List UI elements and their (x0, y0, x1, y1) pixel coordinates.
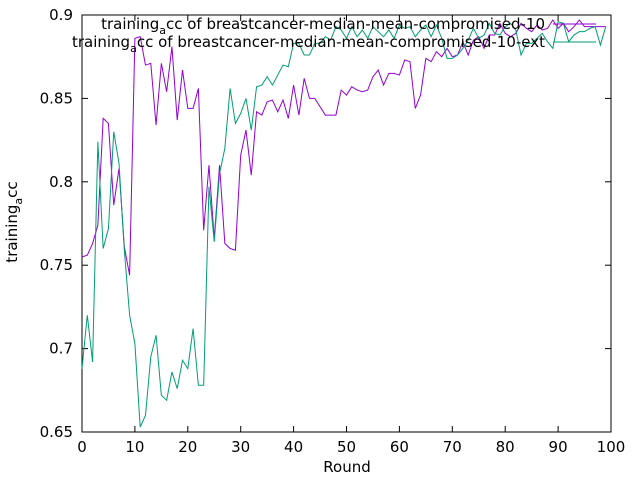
y-axis-title: trainingacc (3, 181, 25, 262)
legend-entry-2-label: trainingacc of breastcancer-median-mean-… (72, 33, 545, 55)
x-tick-label: 30 (231, 438, 250, 456)
y-axis-title-sub: a (12, 198, 25, 205)
y-tick-label: 0.65 (40, 423, 73, 441)
x-tick-label: 0 (77, 438, 87, 456)
y-tick-labels: 0.65 0.7 0.75 0.8 0.85 0.9 (40, 6, 73, 441)
series-lines (81, 19, 607, 428)
x-tick-label: 100 (597, 438, 626, 456)
x-tick-label: 50 (337, 438, 356, 456)
x-tick-label: 20 (178, 438, 197, 456)
x-tick-label: 40 (284, 438, 303, 456)
y-tick-label: 0.85 (40, 89, 73, 107)
legend: trainingacc of breastcancer-median-mean-… (72, 15, 596, 55)
y-axis-title-main: training (3, 205, 21, 263)
x-tick-label: 90 (549, 438, 568, 456)
plot-frame (81, 14, 612, 433)
axis-ticks (81, 14, 612, 433)
y-tick-label: 0.9 (49, 6, 73, 24)
series-line-2 (81, 21, 607, 428)
x-tick-labels: 0 10 20 30 40 50 60 70 80 90 100 (77, 438, 625, 456)
x-tick-label: 70 (443, 438, 462, 456)
x-axis-title: Round (323, 458, 370, 476)
x-tick-label: 60 (390, 438, 409, 456)
y-tick-label: 0.7 (49, 340, 73, 358)
y-tick-label: 0.8 (49, 173, 73, 191)
y-axis-title-rest: cc (3, 181, 21, 198)
x-tick-label: 10 (125, 438, 144, 456)
series-line-1 (81, 19, 606, 276)
y-tick-label: 0.75 (40, 256, 73, 274)
legend-entry-1-label: trainingacc of breastcancer-median-mean-… (101, 15, 545, 37)
x-tick-label: 80 (496, 438, 515, 456)
